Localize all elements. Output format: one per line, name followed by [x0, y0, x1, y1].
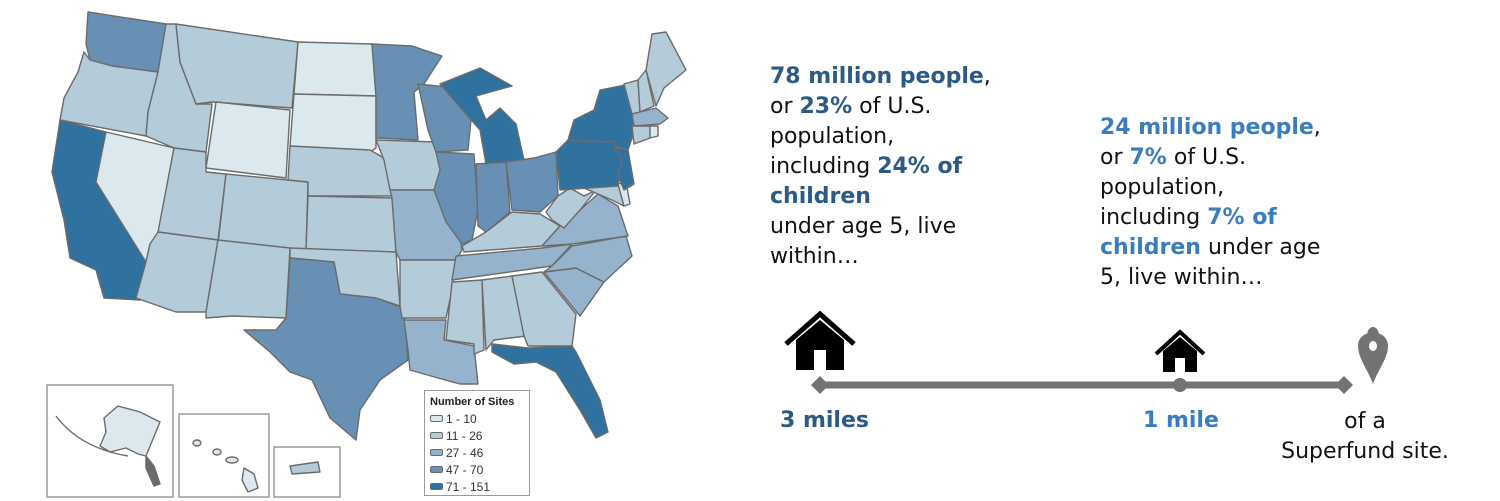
text: ,: [1313, 115, 1321, 140]
state-MT: [175, 23, 299, 109]
inset-puerto-rico: [273, 446, 341, 498]
text: 5, live within…: [1100, 265, 1263, 290]
state-OH: [505, 151, 559, 213]
state-ME: [645, 31, 687, 107]
legend-item: 71 - 151: [430, 478, 529, 495]
text: or: [1100, 145, 1130, 170]
legend-swatch: [430, 415, 443, 422]
state-NH: [637, 69, 655, 113]
state-HI-oahu: [212, 448, 222, 456]
stat-1mi-pct-children: 7% of: [1207, 205, 1277, 230]
distance-timeline: [784, 310, 1388, 394]
state-NE: [287, 145, 393, 197]
legend-item: 27 - 46: [430, 444, 529, 461]
alaska-panhandle: [145, 455, 161, 487]
state-HI-big-island: [241, 467, 259, 493]
state-MN: [371, 43, 443, 141]
text: under age 5, live: [770, 214, 957, 239]
legend-swatch: [430, 483, 443, 490]
stat-3-miles: 78 million people, or 23% of U.S. popula…: [770, 62, 1010, 272]
stat-3mi-children: children: [770, 184, 871, 209]
superfund-site-label: of a Superfund site.: [1270, 407, 1460, 467]
legend-swatch: [430, 466, 443, 473]
stat-3mi-pct-pop: 23%: [799, 94, 853, 119]
state-AK: [99, 405, 161, 457]
stat-3mi-pct-children: 24% of: [877, 154, 963, 179]
state-WY: [205, 101, 291, 179]
state-HI-maui: [225, 456, 239, 464]
state-ND: [293, 41, 377, 97]
state-CO: [217, 173, 309, 251]
legend-item-label: 71 - 151: [446, 479, 491, 494]
territory-PR: [289, 461, 321, 475]
text: Superfund site.: [1281, 439, 1449, 464]
state-MA: [631, 107, 669, 127]
state-RI: [649, 125, 659, 139]
legend-item-label: 27 - 46: [446, 445, 484, 460]
state-AR: [399, 259, 457, 319]
state-MI: [439, 67, 525, 165]
state-FL: [491, 343, 609, 439]
legend-item: 1 - 10: [430, 410, 529, 427]
inset-alaska: [46, 384, 174, 498]
text: or: [770, 94, 800, 119]
stat-1mi-children: children: [1100, 235, 1201, 260]
state-NY: [567, 83, 635, 151]
house-icon: [1154, 329, 1206, 372]
text: under age: [1200, 235, 1321, 260]
state-NM: [205, 239, 291, 319]
state-NC: [543, 235, 633, 283]
text: of U.S.: [852, 94, 932, 119]
text: of U.S.: [1166, 145, 1247, 170]
map-pin-icon: [1358, 327, 1388, 384]
state-SD: [289, 93, 377, 153]
stat-1-mile: 24 million people, or 7% of U.S. populat…: [1100, 113, 1340, 293]
legend-item-label: 1 - 10: [446, 411, 477, 426]
text: including: [770, 154, 878, 179]
state-CT: [631, 125, 651, 145]
state-KS: [305, 195, 397, 253]
legend-item: 11 - 26: [430, 427, 529, 444]
alaska-aleutians: [55, 415, 129, 457]
legend-title: Number of Sites: [430, 396, 515, 408]
site-endpoint-diamond: [1335, 376, 1353, 394]
text: of a: [1344, 409, 1386, 434]
distance-label-1-mile: 1 mile: [1143, 408, 1219, 433]
legend-item: 47 - 70: [430, 461, 529, 478]
near-point-dot: [1173, 378, 1187, 392]
state-KY: [461, 211, 561, 253]
text: population,: [770, 124, 895, 149]
stat-1mi-pct-pop: 7%: [1129, 145, 1167, 170]
far-endpoint-diamond: [811, 376, 829, 394]
stat-1mi-people: 24 million people: [1100, 115, 1314, 140]
state-TN: [451, 243, 573, 281]
legend-swatch: [430, 449, 443, 456]
inset-hawaii: [178, 413, 270, 498]
state-WV: [545, 187, 597, 229]
map-legend: Number of Sites 1 - 10 11 - 26 27 - 46 4…: [424, 390, 530, 496]
house-icon: [784, 310, 856, 370]
state-TX: [243, 257, 409, 441]
state-HI-kauai: [192, 439, 202, 447]
legend-item-label: 47 - 70: [446, 462, 484, 477]
distance-label-3-miles: 3 miles: [780, 408, 869, 433]
superfund-sites-choropleth-map: [46, 11, 687, 498]
stat-3mi-people: 78 million people: [770, 64, 984, 89]
text: ,: [983, 64, 991, 89]
text: population,: [1100, 175, 1225, 200]
text: within…: [770, 244, 859, 269]
state-PA: [555, 139, 623, 191]
text: including: [1100, 205, 1208, 230]
legend-item-label: 11 - 26: [446, 428, 483, 443]
state-LA: [403, 319, 479, 385]
legend-swatch: [430, 432, 443, 439]
state-IL: [433, 151, 479, 245]
